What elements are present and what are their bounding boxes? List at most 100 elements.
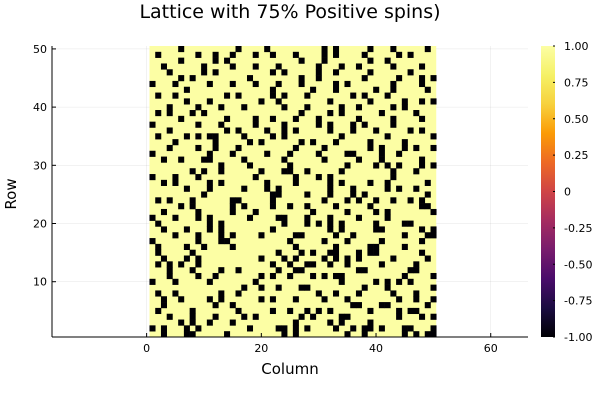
heatmap-cell <box>269 191 276 198</box>
heatmap-cell <box>298 139 305 146</box>
heatmap-cell <box>407 127 414 134</box>
heatmap-cell <box>315 174 322 181</box>
heatmap-cell <box>344 331 351 338</box>
heatmap-cell <box>350 127 357 134</box>
heatmap-cell <box>327 214 334 221</box>
heatmap-cell <box>338 313 345 320</box>
heatmap-cell <box>355 214 362 221</box>
heatmap-cell <box>155 307 162 315</box>
heatmap-cell <box>252 121 259 128</box>
heatmap-cell <box>407 69 414 76</box>
heatmap-cell <box>292 319 299 326</box>
heatmap-cell <box>246 214 254 221</box>
heatmap-cell <box>413 144 420 152</box>
heatmap-cell <box>195 214 202 221</box>
heatmap-cell <box>218 104 225 111</box>
heatmap-cell <box>292 174 299 181</box>
heatmap-cell <box>327 319 334 326</box>
heatmap-cell <box>430 144 437 152</box>
y-tick-label: 40 <box>33 101 47 114</box>
heatmap-cell <box>373 197 380 204</box>
heatmap-cell <box>384 185 391 192</box>
heatmap-cell <box>269 69 276 76</box>
heatmap-cell <box>201 191 208 198</box>
heatmap-cell <box>378 261 385 268</box>
heatmap-cell <box>350 150 357 157</box>
heatmap-cell <box>252 115 259 122</box>
heatmap-cell <box>183 243 190 250</box>
heatmap-cell <box>344 313 351 320</box>
heatmap-cell <box>281 92 288 99</box>
heatmap-cell <box>264 150 271 157</box>
y-tick-label: 30 <box>33 159 47 172</box>
heatmap-cell <box>310 249 317 256</box>
heatmap-cell <box>264 179 271 186</box>
heatmap-cell <box>166 197 173 204</box>
heatmap-cell <box>241 104 248 111</box>
heatmap-cell <box>269 307 276 315</box>
heatmap-cell <box>160 325 167 332</box>
plot-frame <box>51 46 528 338</box>
heatmap-cell <box>258 284 265 291</box>
heatmap-cell <box>315 63 322 70</box>
heatmap-cell <box>235 307 242 315</box>
heatmap-cell <box>361 121 368 128</box>
heatmap-cell <box>378 325 385 332</box>
heatmap-cell <box>384 302 391 309</box>
heatmap-cell <box>321 156 328 163</box>
heatmap-cell <box>172 290 179 297</box>
heatmap-cell <box>281 69 288 76</box>
heatmap-cell <box>218 220 225 227</box>
heatmap-cell <box>419 226 426 233</box>
heatmap-cell <box>424 86 431 93</box>
heatmap-cell <box>396 296 403 303</box>
heatmap-cell <box>321 57 328 64</box>
heatmap-cell <box>407 307 414 315</box>
heatmap-cell <box>367 319 374 326</box>
heatmap-cell <box>281 156 288 163</box>
heatmap-cell <box>401 220 408 227</box>
heatmap-cell <box>419 162 426 169</box>
heatmap-cell <box>384 133 391 140</box>
heatmap-cell <box>338 220 345 227</box>
heatmap-cell <box>430 325 437 332</box>
heatmap-cell <box>338 168 345 175</box>
colorbar-tick-label: -0.25 <box>564 222 592 235</box>
heatmap-cell <box>338 179 345 186</box>
heatmap-cell <box>212 133 219 140</box>
heatmap-cell <box>252 51 259 58</box>
heatmap-cell <box>275 98 282 105</box>
heatmap-cell <box>218 121 225 128</box>
heatmap-cell <box>178 115 185 122</box>
heatmap-cell <box>367 69 374 76</box>
heatmap-cell <box>355 255 362 262</box>
heatmap-cell <box>407 325 414 332</box>
heatmap-cell <box>338 110 345 117</box>
heatmap-cell <box>378 110 385 117</box>
heatmap-cell <box>327 179 334 186</box>
heatmap-cell <box>327 110 334 117</box>
heatmap-cell <box>206 319 213 326</box>
heatmap-cell <box>166 104 173 111</box>
heatmap-cell <box>378 238 385 245</box>
colorbar-tick-label: -0.50 <box>564 258 592 271</box>
heatmap-cell <box>275 191 282 198</box>
heatmap-cell <box>178 156 185 163</box>
heatmap-cell <box>384 57 391 64</box>
heatmap-cell <box>333 46 340 53</box>
heatmap-cell <box>201 156 208 163</box>
heatmap-cell <box>390 121 397 128</box>
heatmap-cell <box>384 179 391 186</box>
heatmap-cell <box>361 267 368 274</box>
heatmap-cell <box>373 243 380 250</box>
heatmap-cell <box>189 331 196 338</box>
heatmap-cell <box>350 325 357 332</box>
colorbar-tick-label: -1.00 <box>564 331 592 344</box>
colorbar-tick-label: 0.25 <box>564 149 589 162</box>
heatmap-cell <box>275 284 282 291</box>
colorbar-tick-label: 1.00 <box>564 40 589 53</box>
heatmap-cell <box>298 249 305 256</box>
heatmap-cell <box>310 208 317 216</box>
heatmap-cell <box>424 302 431 309</box>
heatmap-cell <box>229 80 236 88</box>
